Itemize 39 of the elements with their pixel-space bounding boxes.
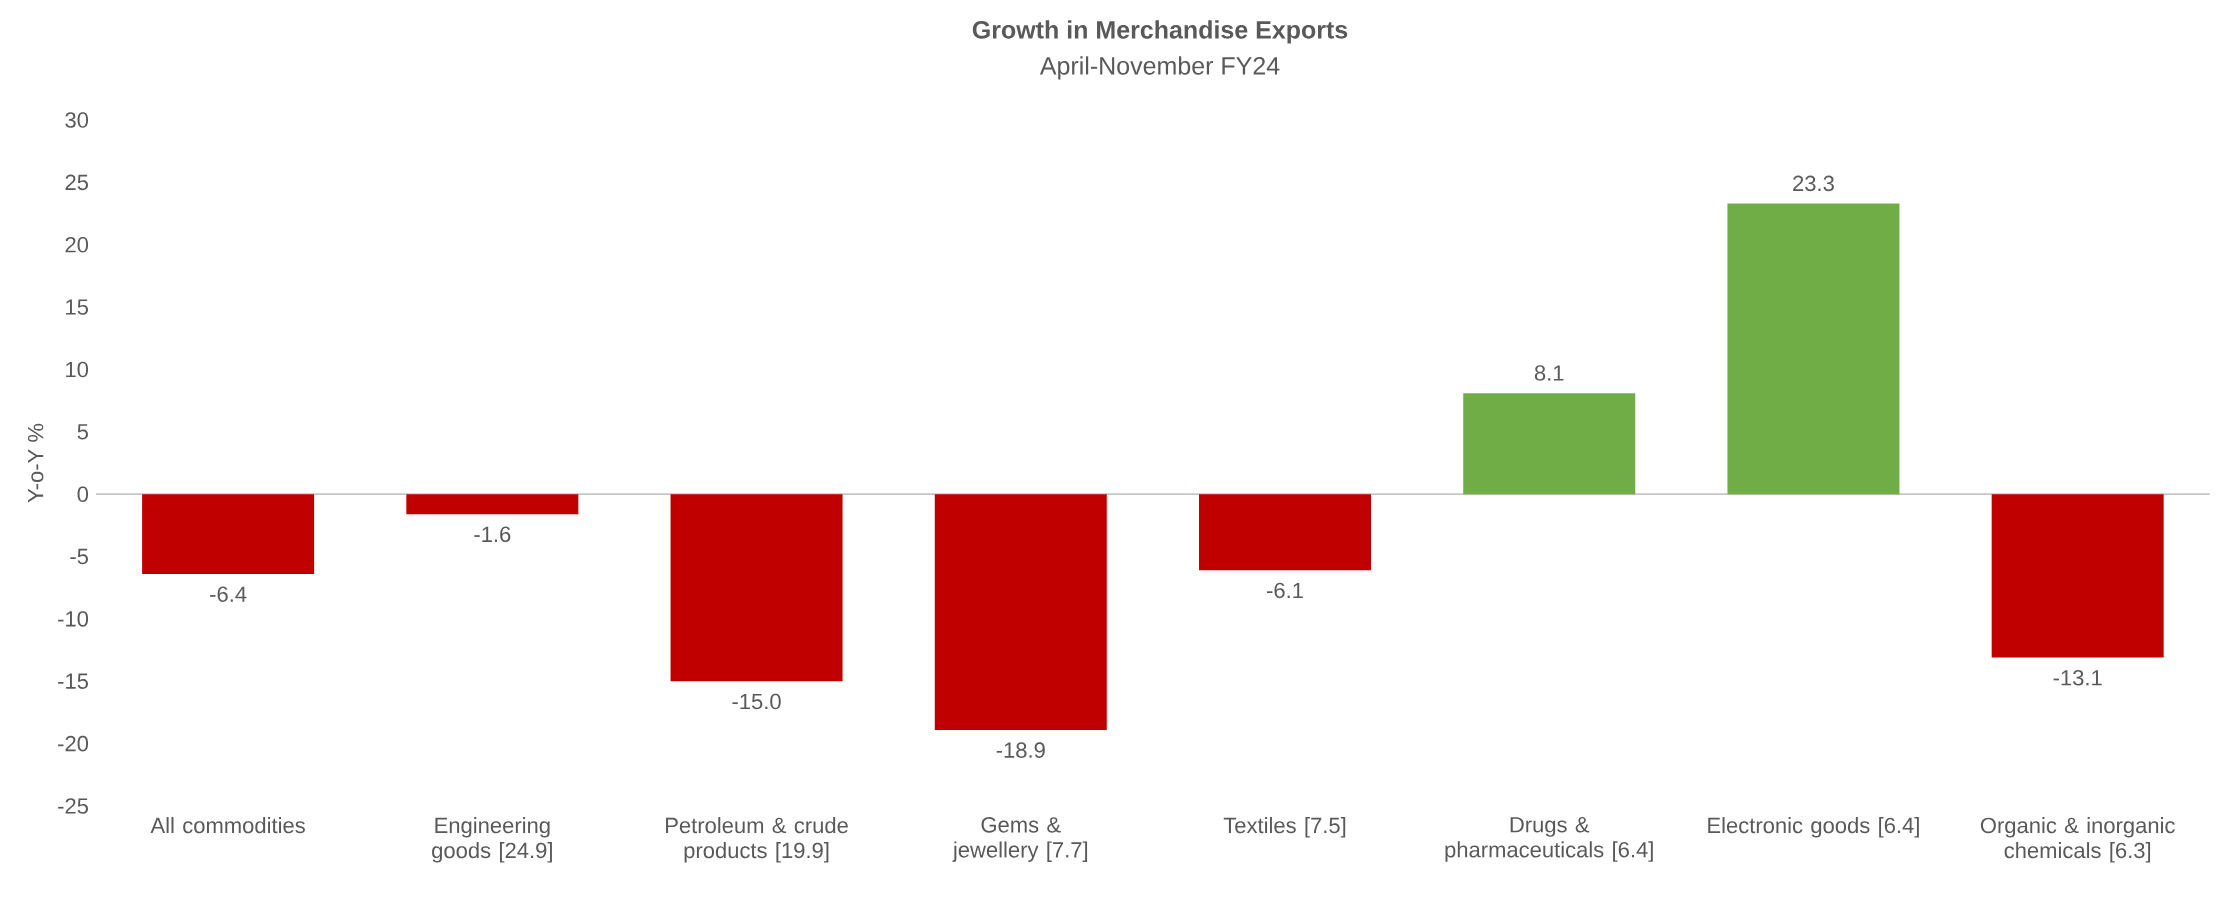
- data-label: -6.4: [210, 586, 247, 602]
- x-tick-label: Drugs & pharmaceuticals [6.4]: [1445, 817, 1653, 862]
- data-label: 23.3: [1793, 175, 1834, 192]
- y-tick-label: 5: [77, 424, 88, 440]
- x-tick-label: Petroleum & crude products [19.9]: [666, 817, 848, 863]
- x-tick-label: All commodities: [150, 817, 305, 834]
- data-label: 8.1: [1534, 365, 1564, 381]
- bar: [142, 494, 315, 574]
- x-tick-label: Organic & inorganic chemicals [6.3]: [1980, 817, 2175, 863]
- data-label: -1.6: [474, 526, 511, 543]
- y-tick-label: -15: [58, 673, 88, 689]
- y-tick-label: -20: [58, 735, 89, 752]
- bar: [670, 494, 843, 682]
- bar: [1991, 494, 2164, 658]
- y-tick-label: 15: [66, 299, 88, 315]
- x-tick-label: Engineering goods [24.9]: [432, 817, 552, 863]
- bar: [1727, 203, 1900, 495]
- chart-subtitle: April-November FY24: [1039, 56, 1280, 80]
- y-tick-label: -25: [58, 798, 88, 814]
- data-label: -15.0: [732, 693, 781, 710]
- y-axis-title: Y-o-Y %: [27, 423, 44, 503]
- x-tick-label: Gems & jewellery [7.7]: [952, 817, 1088, 862]
- y-tick-label: -10: [58, 611, 89, 627]
- bar: [1199, 494, 1372, 571]
- y-tick-label: 30: [65, 112, 89, 128]
- bar: [1463, 393, 1636, 495]
- data-label: -18.9: [996, 742, 1045, 758]
- bar: [934, 494, 1107, 730]
- x-tick-label: Textiles [7.5]: [1223, 817, 1346, 838]
- y-tick-label: 25: [65, 174, 88, 191]
- x-tick-label: Electronic goods [6.4]: [1708, 817, 1919, 838]
- y-tick-label: 0: [77, 486, 89, 502]
- data-label: -13.1: [2053, 669, 2102, 686]
- chart-title: Growth in Merchandise Exports: [972, 20, 1348, 44]
- data-label: -6.1: [1267, 582, 1303, 599]
- y-tick-label: -5: [70, 548, 88, 565]
- y-tick-label: 10: [66, 361, 89, 378]
- bar: [406, 494, 579, 515]
- y-tick-label: 20: [65, 236, 89, 253]
